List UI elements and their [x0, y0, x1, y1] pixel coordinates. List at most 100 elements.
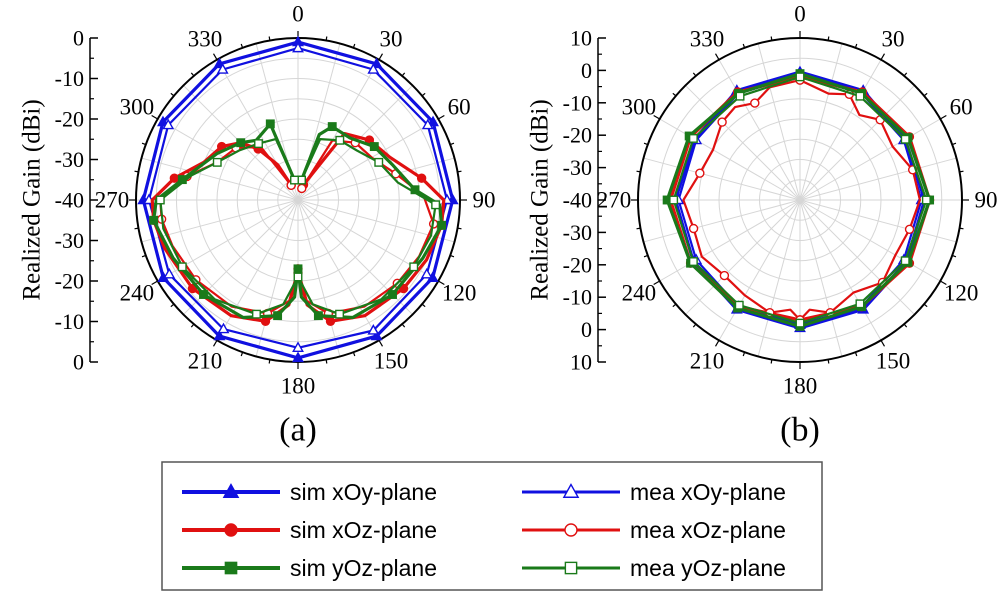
grid-spoke [297, 199, 341, 357]
angle-tick-mark [151, 280, 159, 286]
data-point [335, 309, 345, 319]
data-point [292, 351, 304, 363]
polar-grid [638, 38, 962, 362]
angle-tick-mark [827, 36, 830, 41]
angle-tick-mark [141, 142, 146, 146]
data-point [688, 257, 698, 267]
angle-tick-mark [378, 339, 384, 347]
data-point [273, 311, 283, 321]
legend-marker-circle [224, 523, 238, 537]
angle-tick-label: 240 [120, 281, 155, 306]
angle-tick-label: 270 [95, 188, 130, 213]
angle-tick-label: 150 [876, 349, 911, 374]
data-point [155, 195, 165, 205]
angle-tick-mark [170, 303, 175, 308]
angle-tick-mark [742, 43, 746, 48]
angle-tick-mark [151, 114, 159, 120]
grid-spoke [799, 118, 941, 201]
data-point [420, 267, 433, 279]
legend-marker-triangle [222, 483, 240, 498]
angle-tick-label: 30 [380, 26, 403, 51]
data-point [367, 324, 380, 335]
legend-entry: sim yOz-plane [182, 555, 437, 581]
data-point [149, 215, 159, 225]
data-point [290, 175, 299, 185]
radial-tick-label: 10 [570, 26, 592, 51]
angle-tick-label: 120 [944, 281, 979, 306]
legend-label: mea xOy-plane [630, 479, 786, 505]
angle-tick-label: 30 [882, 26, 905, 51]
radial-tick-label: 0 [581, 317, 592, 342]
data-point [327, 122, 337, 132]
grid-spoke [297, 118, 439, 201]
angle-tick-label: 60 [950, 95, 973, 120]
data-point [374, 157, 384, 167]
grid-spoke [799, 199, 843, 357]
legend-marker-circle [564, 523, 578, 537]
angle-tick-mark [939, 280, 947, 286]
grid-spoke [685, 199, 801, 315]
angle-tick-label: 210 [690, 349, 725, 374]
data-point [437, 220, 447, 230]
legend-label: sim xOy-plane [290, 479, 437, 505]
series-line [152, 122, 444, 320]
radial-tick-label: -10 [563, 90, 592, 115]
data-point [265, 119, 275, 129]
data-point [416, 173, 427, 183]
angle-tick-mark [923, 303, 928, 308]
angle-tick-mark [714, 53, 720, 61]
angle-tick-mark [450, 254, 455, 258]
legend-label: sim xOz-plane [290, 517, 437, 543]
angle-tick-mark [437, 114, 445, 120]
angle-tick-mark [742, 352, 746, 357]
data-point [292, 341, 304, 353]
angle-tick-mark [457, 170, 462, 173]
legend: sim xOy-plane mea xOy-plane sim xOz-plane m… [161, 461, 823, 591]
angle-tick-mark [421, 92, 426, 97]
angle-tick-mark [268, 36, 271, 41]
data-point [293, 272, 303, 282]
grid-spoke [718, 59, 801, 201]
angle-tick-mark [141, 254, 146, 258]
series-mea-yOz-plane [155, 135, 441, 319]
grid-spoke [757, 43, 801, 201]
data-point [719, 270, 730, 281]
angle-tick-mark [457, 227, 462, 230]
angle-tick-mark [190, 323, 195, 328]
data-point [717, 117, 727, 127]
angle-tick-mark [672, 92, 677, 97]
data-point [388, 290, 397, 299]
angle-tick-mark [212, 53, 218, 61]
grid-spoke [757, 199, 801, 357]
legend-label: mea yOz-plane [630, 555, 786, 581]
angle-tick-mark [939, 114, 947, 120]
angle-tick-mark [880, 339, 886, 347]
angle-tick-mark [401, 323, 406, 328]
data-point [313, 311, 323, 321]
data-point [217, 322, 230, 334]
angle-tick-label: 300 [120, 95, 155, 120]
grid-spoke [255, 199, 299, 357]
angle-tick-mark [952, 254, 957, 258]
angle-tick-mark [450, 142, 455, 146]
data-point [431, 200, 441, 210]
angle-tick-mark [636, 170, 641, 173]
angle-tick-mark [854, 43, 858, 48]
grid-spoke [718, 199, 801, 341]
radial-tick-label: -20 [563, 123, 592, 148]
data-point [254, 139, 263, 149]
data-point [157, 115, 169, 127]
angle-tick-mark [692, 323, 697, 328]
grid-spoke [297, 157, 455, 201]
angle-tick-label: 90 [473, 188, 496, 213]
data-point [855, 91, 865, 101]
angle-tick-mark [923, 92, 928, 97]
legend-marker-square [564, 561, 578, 575]
angle-tick-mark [190, 72, 195, 77]
angle-tick-mark [827, 359, 830, 364]
radial-tick-label: 0 [73, 350, 84, 375]
legend-entry: mea xOz-plane [522, 517, 786, 543]
angle-tick-label: 0 [292, 2, 304, 27]
data-point [251, 309, 261, 319]
data-point [795, 72, 805, 82]
